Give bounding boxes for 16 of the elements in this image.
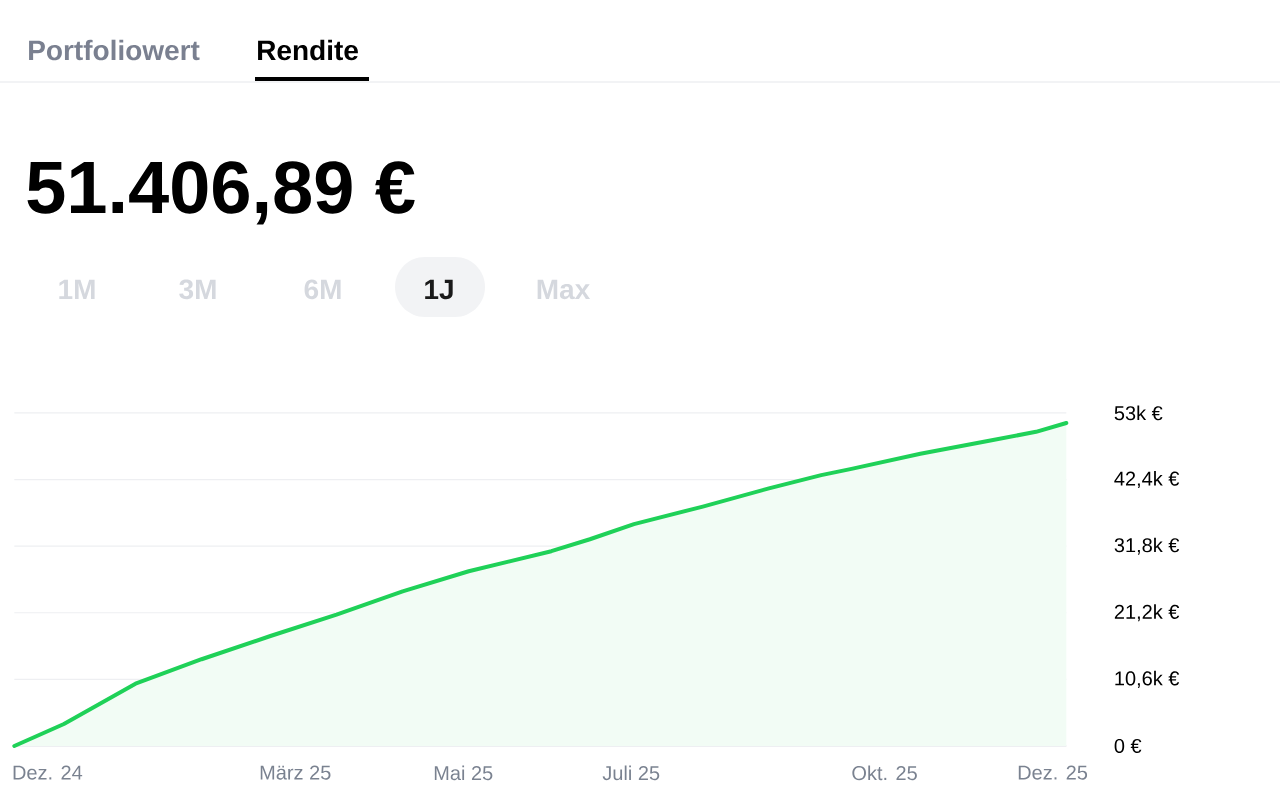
y-tick-label: 0 €	[1114, 738, 1142, 754]
text: Rendite	[258, 39, 358, 61]
x-tick-label: Mai 25	[434, 765, 493, 781]
text: Portfoliowert	[29, 39, 200, 61]
text: 1J	[425, 279, 453, 300]
x-tick-label: Dez. 25	[1018, 765, 1088, 780]
y-tick-label: 53k €	[1114, 405, 1163, 421]
y-tick-label: 31,8k €	[1114, 537, 1180, 555]
chart-title: 51.406,89 €	[27, 161, 415, 225]
y-tick-label: 42,4k €	[1114, 471, 1180, 489]
y-tick-label: 10,6k €	[1115, 670, 1180, 688]
x-tick-label: Juli 25	[602, 765, 660, 781]
y-tick-label: 21,2k €	[1114, 604, 1180, 622]
x-tick-label: Okt. 25	[852, 765, 917, 781]
x-tick-label: März 25	[260, 765, 331, 780]
x-tick-label: Dez. 24	[13, 765, 83, 780]
